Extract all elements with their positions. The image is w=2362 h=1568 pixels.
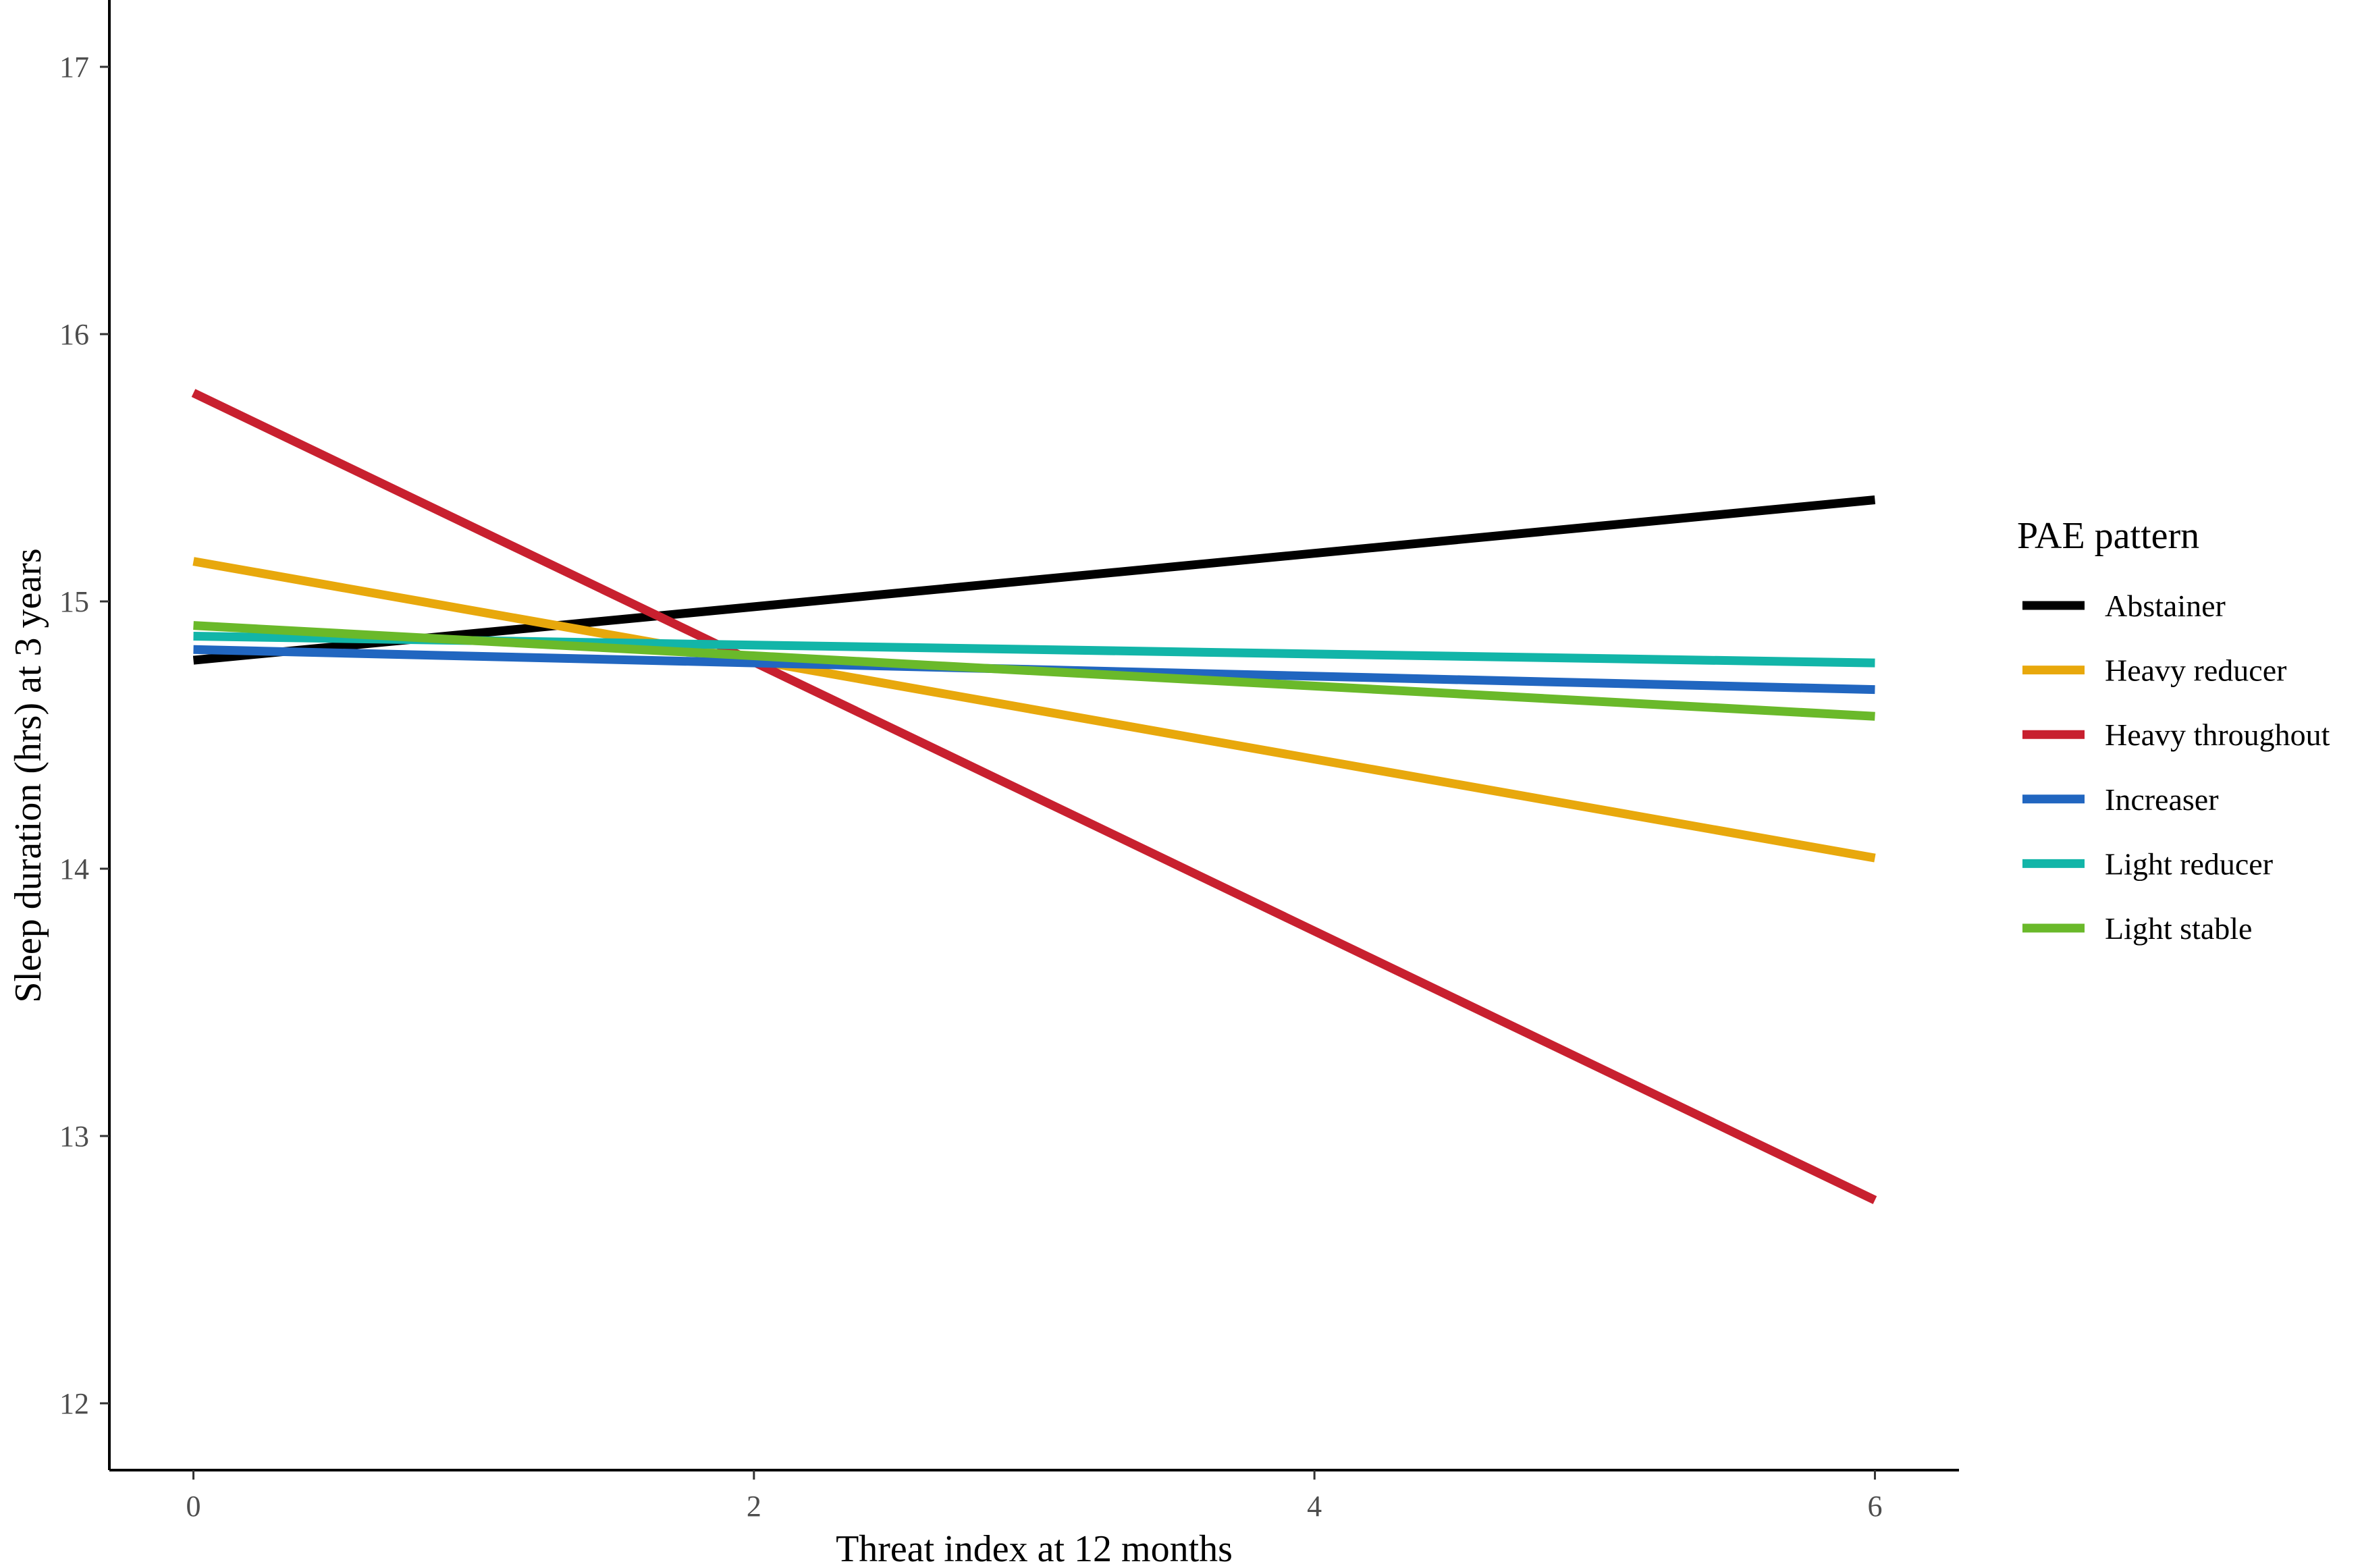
legend-label-increaser: Increaser [2105, 782, 2219, 817]
series-line-heavy-throughout [191, 389, 1877, 1204]
y-tick-label: 14 [59, 853, 89, 886]
y-tick-label: 17 [59, 51, 89, 84]
x-tick-label: 4 [1307, 1490, 1322, 1523]
x-ticks: 0 2 4 6 [186, 1470, 1882, 1523]
series-line-heavy-reducer [192, 557, 1876, 863]
legend-label-abstainer: Abstainer [2105, 589, 2226, 623]
y-tick-label: 15 [59, 585, 89, 618]
axes [108, 0, 1959, 1471]
series-layer [191, 389, 1877, 1204]
legend-title: PAE pattern [2017, 515, 2199, 557]
legend-label-light-stable: Light stable [2105, 911, 2252, 946]
x-axis-title: Threat index at 12 months [836, 1528, 1233, 1568]
series-line-abstainer [192, 495, 1876, 665]
y-tick-label: 12 [59, 1387, 89, 1420]
x-tick-label: 6 [1867, 1490, 1882, 1523]
y-tick-label: 13 [59, 1120, 89, 1153]
x-tick-label: 2 [747, 1490, 761, 1523]
y-ticks: 12 13 14 15 16 17 [59, 51, 109, 1420]
series-line-light-stable [193, 621, 1875, 721]
y-axis-title: Sleep duration (hrs) at 3 years [7, 548, 49, 1002]
legend-label-heavy-reducer: Heavy reducer [2105, 653, 2286, 688]
legend-label-light-reducer: Light reducer [2105, 846, 2273, 881]
x-tick-label: 0 [186, 1490, 201, 1523]
legend-label-heavy-throughout: Heavy throughout [2105, 718, 2330, 752]
legend: PAE pattern Abstainer Heavy reducer Heavy … [2017, 515, 2330, 946]
y-tick-label: 16 [59, 318, 89, 351]
legend-items: Abstainer Heavy reducer Heavy throughout In… [2022, 589, 2330, 946]
